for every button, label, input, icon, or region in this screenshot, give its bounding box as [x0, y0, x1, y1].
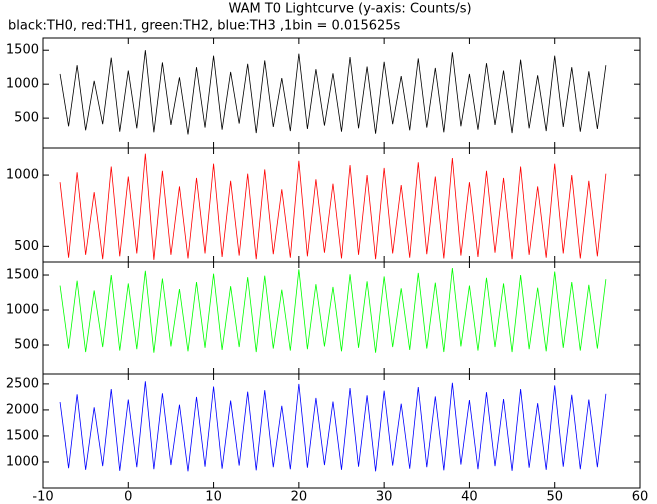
panel-frame: [42, 147, 641, 263]
y-tick-label: 500: [14, 338, 39, 353]
x-tick-label: 10: [205, 490, 222, 504]
y-tick-label: 500: [14, 239, 39, 254]
x-tick-label: 30: [376, 490, 393, 504]
light-curve: [59, 153, 607, 260]
x-tick-label: 50: [546, 490, 563, 504]
y-tick-label: 1000: [6, 454, 39, 469]
light-curve: [59, 50, 607, 135]
y-tick-label: 1500: [6, 428, 39, 443]
chart-title: WAM T0 Lightcurve (y-axis: Counts/s): [228, 2, 471, 17]
chart-subtitle: black:TH0, red:TH1, green:TH2, blue:TH3 …: [8, 19, 401, 34]
y-tick-label: 1000: [6, 303, 39, 318]
x-tick-label: 0: [124, 490, 132, 504]
y-tick-label: 1500: [6, 268, 39, 283]
x-tick-label: -10: [32, 490, 53, 504]
light-curve: [59, 267, 607, 353]
panel-frame: [42, 373, 641, 489]
y-tick-label: 1000: [6, 168, 39, 183]
y-tick-label: 2000: [6, 402, 39, 417]
x-tick-label: 20: [291, 490, 308, 504]
x-tick-label: 60: [632, 490, 649, 504]
y-tick-label: 500: [14, 111, 39, 126]
light-curve: [59, 381, 607, 472]
y-tick-label: 1000: [6, 77, 39, 92]
y-tick-label: 2500: [6, 376, 39, 391]
y-tick-label: 1500: [6, 43, 39, 58]
x-tick-label: 40: [461, 490, 478, 504]
